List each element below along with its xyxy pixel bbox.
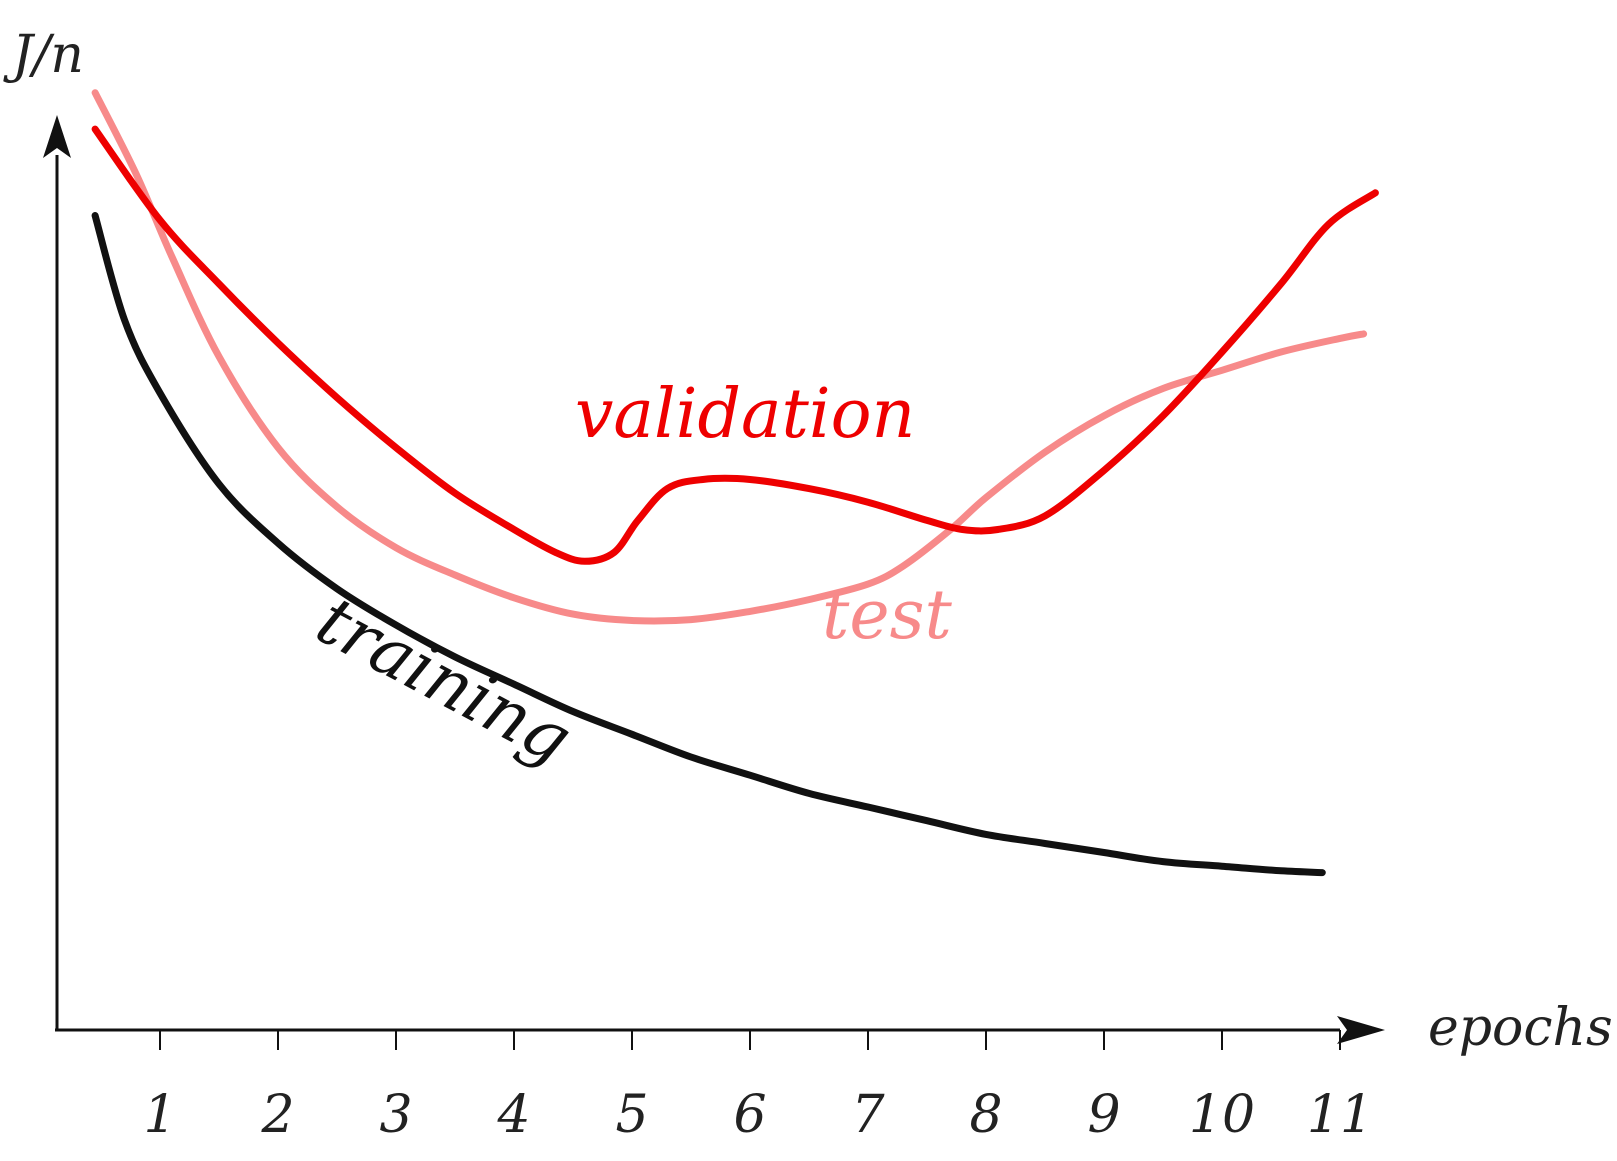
x-axis-label: epochs — [1428, 998, 1613, 1058]
x-tick-label-7: 7 — [851, 1085, 885, 1145]
y-axis-label: J/n — [3, 25, 84, 85]
x-tick-label-8: 8 — [969, 1085, 1002, 1145]
series-label-validation: validation — [575, 375, 915, 454]
series-lines — [91, 89, 1379, 877]
x-tick-label-10: 10 — [1189, 1085, 1255, 1145]
series-label-training: training — [304, 581, 584, 780]
series-label-test: test — [822, 576, 952, 655]
x-ticks: 1 2 3 4 5 6 7 8 9 10 11 — [143, 1030, 1373, 1145]
series-line-test — [91, 89, 1368, 625]
y-axis-arrow — [43, 115, 71, 158]
x-axis-arrow — [1337, 1016, 1385, 1044]
x-tick-label-1: 1 — [143, 1085, 176, 1145]
x-tick-label-2: 2 — [260, 1085, 294, 1145]
series-line-training — [91, 212, 1326, 877]
series-line-validation — [91, 125, 1379, 565]
x-tick-label-3: 3 — [379, 1085, 412, 1145]
x-tick-label-9: 9 — [1087, 1085, 1120, 1145]
x-tick-label-4: 4 — [496, 1085, 530, 1145]
axes — [43, 115, 1385, 1044]
x-tick-label-11: 11 — [1307, 1085, 1373, 1145]
x-tick-label-6: 6 — [733, 1085, 766, 1145]
x-tick-label-5: 5 — [615, 1085, 648, 1145]
